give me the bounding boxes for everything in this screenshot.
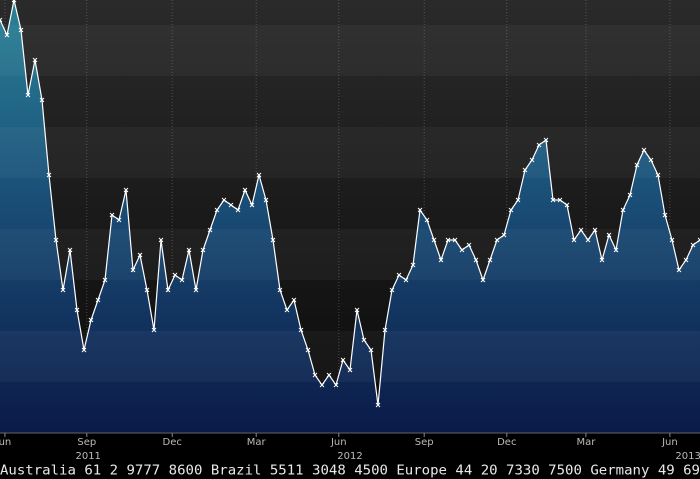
x-tick-label: Mar xyxy=(576,437,596,448)
x-tick-label: Dec xyxy=(497,437,516,448)
footer: Australia 61 2 9777 8600 Brazil 5511 304… xyxy=(0,464,700,479)
x-tick-label: Jun xyxy=(661,437,678,448)
bands xyxy=(0,0,700,433)
x-tick-label: Sep xyxy=(77,437,96,448)
year-label: 2012 xyxy=(337,451,362,462)
year-label: 2013 xyxy=(675,451,700,462)
x-tick-label: Sep xyxy=(415,437,434,448)
x-tick-label: un xyxy=(0,437,11,448)
x-tick-label: Jun xyxy=(330,437,347,448)
x-tick-label: Mar xyxy=(247,437,267,448)
year-label: 2011 xyxy=(75,451,100,462)
x-tick-label: Dec xyxy=(163,437,182,448)
